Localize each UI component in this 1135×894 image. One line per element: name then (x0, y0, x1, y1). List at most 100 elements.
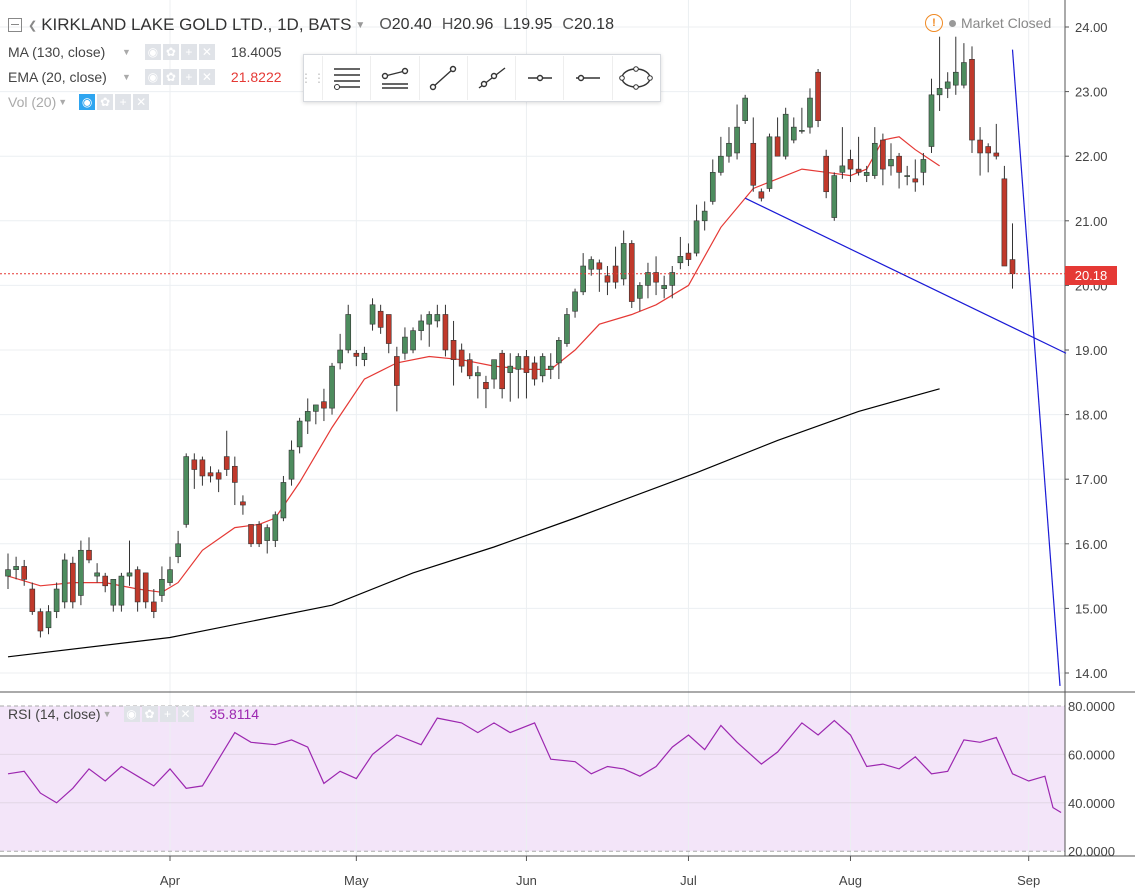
trend-line-icon (430, 65, 457, 91)
candle (337, 349, 343, 364)
tool-parallel-channel[interactable] (370, 56, 418, 100)
plus-icon[interactable]: + (180, 69, 197, 85)
candle (70, 562, 76, 603)
chevron-icon[interactable]: ❮ (28, 19, 38, 32)
horizontal-ray-icon (527, 74, 552, 82)
candle (458, 349, 465, 367)
ma130-line (7, 388, 940, 658)
candle (296, 420, 303, 448)
candle (410, 330, 416, 351)
trend-line[interactable] (1011, 49, 1061, 686)
candle (126, 572, 133, 577)
candle (491, 359, 497, 380)
candle (426, 314, 433, 325)
candle (628, 243, 635, 302)
candle (272, 514, 279, 541)
rsi-tick-label: 20.0000 (1068, 844, 1115, 859)
indicator-label[interactable]: Vol (20) (8, 94, 57, 110)
high-value: H20.96 (441, 16, 494, 33)
candle (264, 527, 271, 541)
plus-icon[interactable]: + (115, 94, 132, 110)
close-icon[interactable]: ✕ (198, 44, 215, 60)
candle (353, 352, 360, 357)
candle (637, 285, 643, 299)
gear-icon[interactable]: ✿ (162, 69, 179, 85)
indicator-label[interactable]: EMA (20, close) (8, 69, 107, 85)
candle (13, 566, 19, 570)
candle (701, 210, 708, 222)
candle (977, 139, 983, 154)
candle (515, 356, 522, 370)
candle (1001, 178, 1008, 267)
indicator-ema[interactable]: EMA (20, close) ▼ ◉ ✿ + ✕ 21.8222 (8, 69, 282, 85)
candle (232, 465, 238, 483)
indicator-vol[interactable]: Vol (20) ▼ ◉ ✿ + ✕ (8, 92, 151, 112)
plus-icon[interactable]: + (159, 706, 176, 722)
market-status-text: Market Closed (961, 15, 1052, 31)
price-tick-label: 14.00 (1075, 666, 1108, 681)
gear-icon[interactable]: ✿ (162, 44, 179, 60)
candle (450, 340, 457, 360)
eye-icon[interactable]: ◉ (79, 94, 96, 110)
close-icon[interactable]: ✕ (177, 706, 194, 722)
eye-icon[interactable]: ◉ (144, 69, 161, 85)
candle (304, 411, 311, 422)
symbol-dropdown-icon[interactable]: ▼ (355, 19, 366, 31)
candle (483, 381, 489, 390)
indicator-label[interactable]: MA (130, close) (8, 44, 106, 60)
candle (661, 285, 667, 289)
candle (345, 314, 352, 351)
eye-icon[interactable]: ◉ (123, 706, 140, 722)
candle (912, 178, 919, 183)
tool-ray[interactable] (466, 56, 515, 100)
ellipse-icon (619, 66, 654, 90)
ray-icon (479, 67, 506, 89)
tool-horizontal-lines[interactable] (322, 56, 370, 100)
tool-ellipse[interactable] (611, 56, 660, 100)
indicator-label[interactable]: RSI (14, close) (8, 706, 101, 722)
candle (855, 168, 862, 173)
candle (78, 549, 84, 596)
candle (920, 159, 927, 173)
candle (118, 575, 125, 606)
drag-handle-icon[interactable]: ⋮⋮ (300, 71, 326, 85)
time-tick-label: Apr (160, 873, 181, 888)
candle (134, 569, 141, 603)
candle (726, 142, 732, 157)
indicator-rsi[interactable]: RSI (14, close) ▼ ◉ ✿ + ✕ 35.8114 (8, 706, 260, 722)
candle (418, 320, 424, 331)
symbol-title[interactable]: KIRKLAND LAKE GOLD LTD., 1D, BATS (41, 15, 352, 34)
candle (1009, 259, 1016, 275)
gear-icon[interactable]: ✿ (141, 706, 158, 722)
candle (742, 97, 748, 121)
trend-line[interactable] (744, 197, 1067, 354)
candle (596, 262, 603, 270)
rsi-tick-label: 40.0000 (1068, 796, 1115, 811)
close-icon[interactable]: ✕ (198, 69, 215, 85)
tool-horizontal-ray[interactable] (515, 56, 563, 100)
tool-horizontal-line[interactable] (563, 56, 611, 100)
candle (580, 265, 586, 293)
candle (53, 588, 60, 612)
candle (790, 126, 797, 141)
eye-icon[interactable]: ◉ (144, 44, 161, 60)
candle (94, 572, 100, 577)
collapse-icon[interactable] (8, 18, 22, 32)
tool-trend-line[interactable] (418, 56, 467, 100)
time-tick-label: May (344, 873, 369, 888)
time-tick-label: Aug (839, 873, 862, 888)
candle (944, 81, 951, 89)
candle (29, 588, 36, 612)
warning-icon[interactable]: ! (925, 14, 943, 32)
gear-icon[interactable]: ✿ (97, 94, 114, 110)
indicator-ma[interactable]: MA (130, close) ▼ ◉ ✿ + ✕ 18.4005 (8, 44, 282, 60)
candle (693, 220, 700, 254)
candle (669, 272, 676, 286)
candle (604, 275, 611, 283)
plus-icon[interactable]: + (180, 44, 197, 60)
candle (175, 543, 181, 558)
candle (888, 159, 894, 167)
candle (831, 175, 838, 218)
close-icon[interactable]: ✕ (133, 94, 150, 110)
